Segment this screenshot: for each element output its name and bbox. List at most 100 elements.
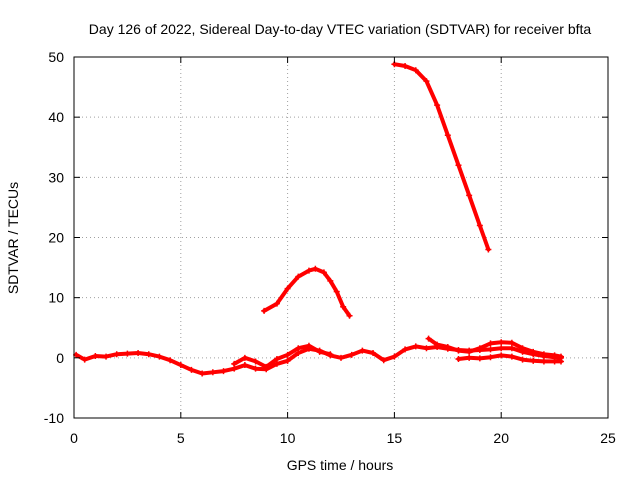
data-point [402,63,409,70]
data-point [455,162,462,169]
data-point [487,340,494,347]
data-point [327,351,334,358]
data-point [530,348,537,355]
x-tick-label: 25 [600,430,616,446]
data-point [252,358,259,365]
data-point [199,370,206,377]
data-point [412,67,419,74]
series-lower-branch [232,343,333,369]
x-tick-label: 20 [493,430,509,446]
data-point [312,265,319,272]
data-point [466,354,473,361]
data-point [81,356,88,363]
data-point [261,307,268,314]
series-layer [73,61,565,377]
data-point [284,351,291,358]
data-point [305,342,312,349]
data-point [103,353,110,360]
data-point [425,335,432,342]
data-point [338,354,344,361]
data-point [455,347,462,354]
data-point [508,339,515,346]
data-point [540,351,547,358]
data-point [485,246,492,253]
data-point [412,343,419,350]
data-point [551,358,558,365]
data-point [508,345,515,352]
data-point [540,358,547,365]
data-point [220,368,227,375]
chart-title: Day 126 of 2022, Sidereal Day-to-day VTE… [89,21,592,37]
data-point [391,353,398,360]
data-point [209,369,216,376]
data-point [188,366,195,373]
data-point [305,267,312,274]
data-point [284,285,291,292]
data-point [434,102,441,109]
data-point [466,348,473,355]
data-point [487,354,494,361]
data-point [402,346,409,353]
data-point [530,357,537,364]
y-tick-label: -10 [44,410,64,426]
x-tick-label: 0 [70,430,78,446]
y-tick-label: 0 [56,350,64,366]
y-tick-label: 10 [48,290,64,306]
data-point [295,345,302,352]
y-axis-label: SDTVAR / TECUs [5,182,21,294]
data-point [113,351,120,358]
data-point [434,341,441,348]
y-tick-label: 30 [48,169,64,185]
data-point [124,350,131,357]
data-point [558,358,565,365]
x-tick-label: 10 [280,430,296,446]
data-point [273,356,280,363]
data-point [476,345,483,352]
data-point [380,357,387,364]
data-point [92,353,99,360]
data-point [284,357,291,364]
data-point [508,353,515,360]
data-point [466,192,473,199]
data-point [273,300,280,307]
data-point [340,303,347,310]
data-point [346,312,353,319]
y-tick-label: 50 [48,49,64,65]
data-point [156,353,163,360]
data-point [263,363,270,370]
x-tick-label: 5 [177,430,185,446]
data-point [423,345,430,352]
data-point [455,356,462,363]
data-point [359,347,366,354]
data-point [423,78,430,85]
data-point [498,352,505,359]
data-point [333,288,340,295]
x-axis-label: GPS time / hours [287,457,394,473]
data-point [444,132,451,139]
data-point [231,360,238,367]
data-point [167,357,174,364]
y-tick-label: 40 [48,109,64,125]
data-point [551,352,558,359]
tick-layer: 0 5 10 15 20 25 -10 0 10 20 30 40 50 [44,49,616,446]
data-point [241,362,248,369]
x-tick-label: 15 [387,430,403,446]
data-point [316,348,323,355]
data-point [252,365,259,372]
data-point [348,351,355,358]
data-point [487,346,494,353]
data-point [476,222,483,229]
y-tick-label: 20 [48,230,64,246]
data-point [177,362,184,369]
data-point [498,339,505,346]
data-point [135,350,142,357]
series-descent [392,62,491,252]
data-point [519,356,526,363]
data-point [498,345,505,352]
data-point [241,354,248,361]
data-point [476,355,483,362]
grid-layer [74,57,608,418]
data-point [295,273,302,280]
data-point [444,344,451,351]
